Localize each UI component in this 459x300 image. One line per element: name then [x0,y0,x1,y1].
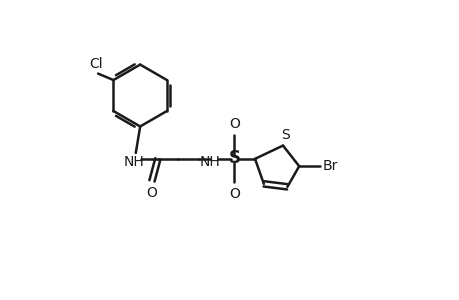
Text: O: O [146,186,157,200]
Text: S: S [228,149,240,167]
Text: NH: NH [199,155,220,169]
Text: Br: Br [322,159,337,173]
Text: O: O [229,187,239,201]
Text: Cl: Cl [90,57,103,70]
Text: O: O [229,117,239,131]
Text: NH: NH [123,155,145,169]
Text: S: S [280,128,289,142]
